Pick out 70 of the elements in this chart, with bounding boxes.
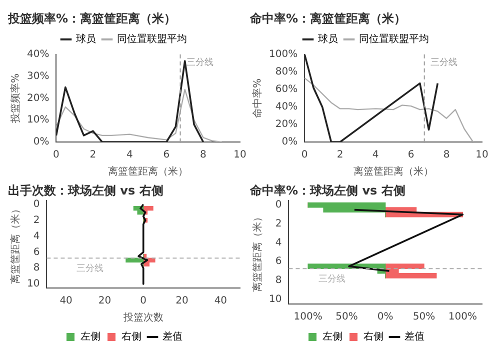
chart-title: 投篮频率%：离篮筐距离（米） xyxy=(7,11,176,26)
x-axis-title: 离篮筐距离（米） xyxy=(108,166,188,178)
bar xyxy=(143,206,154,211)
x-tick-label: 0 xyxy=(301,150,308,161)
y-tick-label: 0 xyxy=(33,198,40,210)
chart-title: 出手次数：球场左侧 vs 右侧 xyxy=(8,183,164,198)
legend-label: 差值 xyxy=(162,330,182,343)
x-tick-label: 100% xyxy=(294,312,322,323)
y-tick-label: 20% xyxy=(275,119,298,130)
y-tick-label: 2 xyxy=(275,218,282,230)
x-tick-label: 0 xyxy=(53,150,60,161)
y-tick-label: 60% xyxy=(275,84,298,96)
y-axis-title: 投篮频率% xyxy=(10,73,22,124)
x-tick-label: 0% xyxy=(377,312,394,323)
legend-label: 球员 xyxy=(76,32,96,45)
x-tick-label: 6 xyxy=(408,150,414,161)
x-tick-label: 4 xyxy=(126,150,133,161)
y-tick-label: 6 xyxy=(33,246,40,258)
y-axis-title: 离篮筐距离（米） xyxy=(10,204,22,284)
x-axis-title: 离篮筐距离（米） xyxy=(353,166,434,178)
y-tick-label: 40% xyxy=(275,102,298,113)
x-tick-label: 2 xyxy=(336,150,344,161)
y-tick-label: 0% xyxy=(282,136,298,148)
legend-label: 左侧 xyxy=(322,330,342,343)
y-tick-label: 10% xyxy=(26,114,50,126)
x-axis-title: 投篮次数 xyxy=(122,312,164,324)
y-axis-title: 离篮筐距离（米） xyxy=(252,212,264,292)
ref-line-label: 三分线 xyxy=(76,262,104,274)
x-tick-label: 6 xyxy=(163,150,170,161)
y-tick-label: 100% xyxy=(268,48,298,60)
y-tick-label: 80% xyxy=(275,66,298,78)
x-tick-label: 0 xyxy=(140,296,147,307)
x-tick-label: 50% xyxy=(412,312,436,323)
legend-label: 左侧 xyxy=(80,330,100,343)
y-tick-label: 6 xyxy=(275,256,282,268)
chart-title: 命中率%：离篮筐距离（米） xyxy=(249,11,406,26)
y-tick-label: 0% xyxy=(33,136,50,148)
chart-title: 命中率%：球场左侧 vs 右侧 xyxy=(249,183,406,198)
x-tick-label: 4 xyxy=(372,150,379,161)
y-tick-label: 4 xyxy=(33,230,40,242)
y-tick-label: 4 xyxy=(275,237,282,248)
ref-line-label: 三分线 xyxy=(186,57,214,68)
y-tick-label: 8 xyxy=(275,275,282,286)
legend-label: 同位置联盟平均 xyxy=(359,32,429,45)
x-tick-label: 2 xyxy=(90,150,96,161)
x-tick-label: 40 xyxy=(60,296,72,307)
legend-label: 右侧 xyxy=(122,332,142,343)
x-tick-label: 10 xyxy=(476,150,488,161)
ref-line-label: 三分线 xyxy=(318,274,346,285)
x-tick-label: 8 xyxy=(443,150,450,161)
legend-label: 差值 xyxy=(404,330,424,343)
x-tick-label: 50% xyxy=(336,312,358,323)
y-tick-label: 20% xyxy=(26,92,50,104)
y-tick-label: 2 xyxy=(33,214,40,226)
x-tick-label: 100% xyxy=(448,312,477,323)
y-axis-title: 命中率% xyxy=(252,78,264,118)
x-tick-label: 40 xyxy=(214,296,228,307)
ref-line-label: 三分线 xyxy=(430,57,458,68)
legend-label: 右侧 xyxy=(364,332,384,343)
x-tick-label: 8 xyxy=(200,150,206,161)
y-tick-label: 30% xyxy=(26,70,50,82)
x-tick-label: 20 xyxy=(176,296,188,307)
y-tick-label: 40% xyxy=(26,48,50,60)
y-tick-label: 8 xyxy=(33,262,40,274)
legend-label: 球员 xyxy=(318,32,338,45)
x-tick-label: 10 xyxy=(234,150,246,161)
legend-label: 同位置联盟平均 xyxy=(117,32,187,45)
x-tick-label: 20 xyxy=(98,296,112,307)
y-tick-label: 10 xyxy=(26,278,40,290)
y-tick-label: 0 xyxy=(275,200,282,211)
